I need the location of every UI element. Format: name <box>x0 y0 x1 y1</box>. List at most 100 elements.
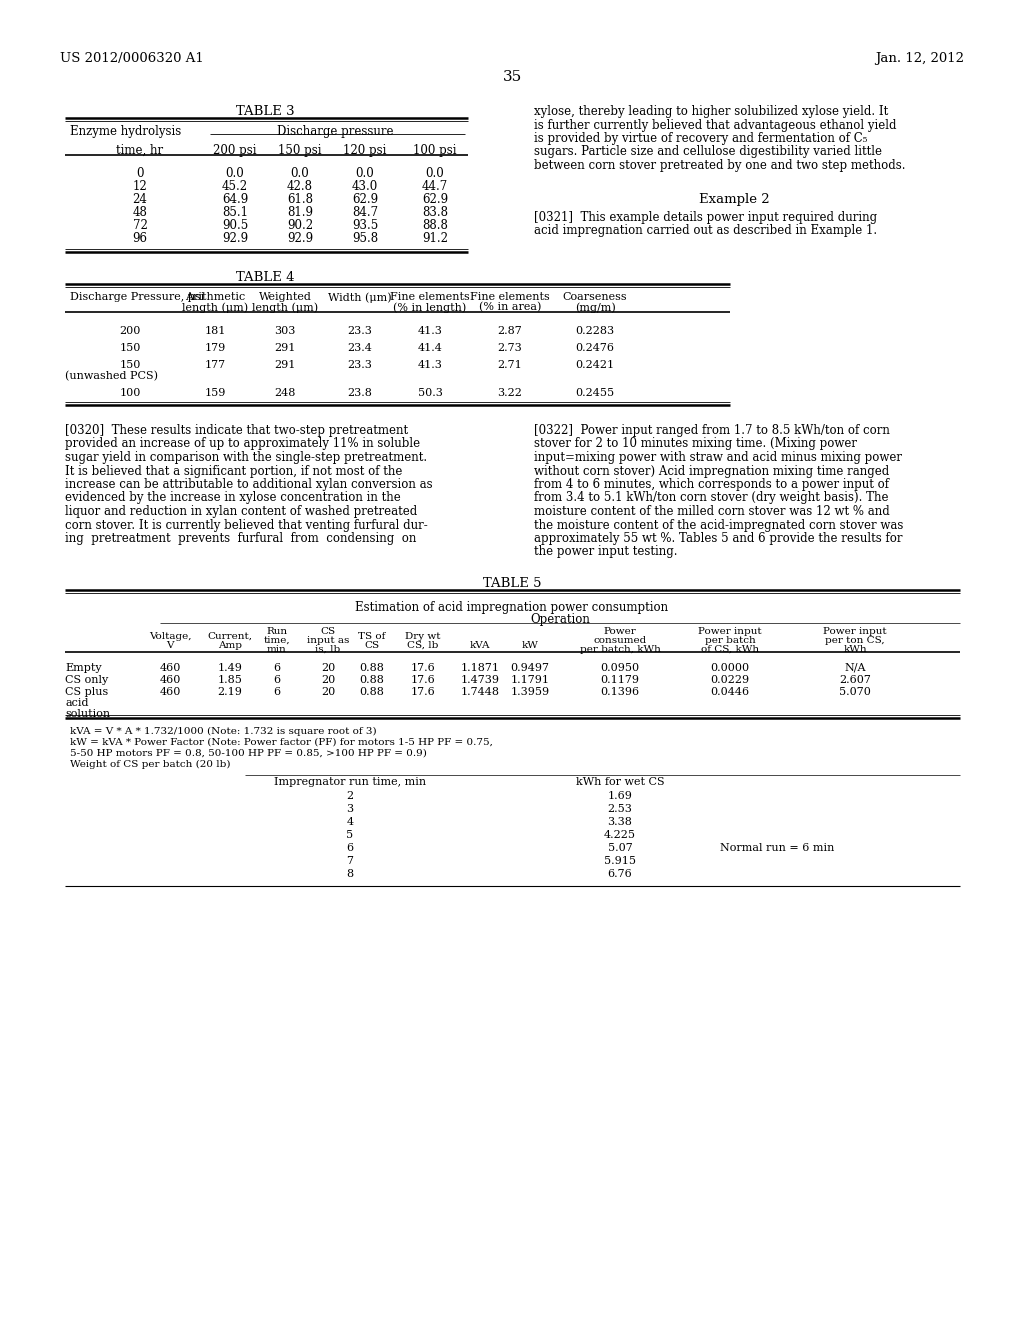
Text: Estimation of acid impregnation power consumption: Estimation of acid impregnation power co… <box>355 601 669 614</box>
Text: 100: 100 <box>120 388 140 399</box>
Text: input=mixing power with straw and acid minus mixing power: input=mixing power with straw and acid m… <box>534 451 902 465</box>
Text: CS, lb: CS, lb <box>408 642 438 649</box>
Text: 17.6: 17.6 <box>411 675 435 685</box>
Text: 12: 12 <box>133 180 147 193</box>
Text: 41.3: 41.3 <box>418 326 442 337</box>
Text: input as: input as <box>307 636 349 645</box>
Text: 1.4739: 1.4739 <box>461 675 500 685</box>
Text: 2.73: 2.73 <box>498 343 522 352</box>
Text: 81.9: 81.9 <box>287 206 313 219</box>
Text: 0: 0 <box>136 168 143 180</box>
Text: 291: 291 <box>274 343 296 352</box>
Text: 41.3: 41.3 <box>418 360 442 370</box>
Text: Power: Power <box>603 627 636 636</box>
Text: CS only: CS only <box>65 675 109 685</box>
Text: 3.38: 3.38 <box>607 817 633 828</box>
Text: sugars. Particle size and cellulose digestibility varied little: sugars. Particle size and cellulose dige… <box>534 145 882 158</box>
Text: 6: 6 <box>346 843 353 853</box>
Text: TS of: TS of <box>358 632 386 642</box>
Text: per batch: per batch <box>705 636 756 645</box>
Text: 84.7: 84.7 <box>352 206 378 219</box>
Text: 0.0229: 0.0229 <box>711 675 750 685</box>
Text: 41.4: 41.4 <box>418 343 442 352</box>
Text: 17.6: 17.6 <box>411 663 435 673</box>
Text: per batch, kWh: per batch, kWh <box>580 645 660 653</box>
Text: Normal run = 6 min: Normal run = 6 min <box>720 843 835 853</box>
Text: acid impregnation carried out as described in Example 1.: acid impregnation carried out as describ… <box>534 224 878 238</box>
Text: 4.225: 4.225 <box>604 830 636 840</box>
Text: 120 psi: 120 psi <box>343 144 387 157</box>
Text: Discharge pressure: Discharge pressure <box>276 125 393 139</box>
Text: 72: 72 <box>132 219 147 232</box>
Text: solution: solution <box>65 709 111 719</box>
Text: 1.69: 1.69 <box>607 791 633 801</box>
Text: 1.85: 1.85 <box>217 675 243 685</box>
Text: Weight of CS per batch (20 lb): Weight of CS per batch (20 lb) <box>70 760 230 770</box>
Text: is provided by virtue of recovery and fermentation of C₅: is provided by virtue of recovery and fe… <box>534 132 867 145</box>
Text: Current,: Current, <box>208 632 253 642</box>
Text: 2: 2 <box>346 791 353 801</box>
Text: 200: 200 <box>120 326 140 337</box>
Text: Dry wt: Dry wt <box>406 632 440 642</box>
Text: CS: CS <box>365 642 380 649</box>
Text: without corn stover) Acid impregnation mixing time ranged: without corn stover) Acid impregnation m… <box>534 465 889 478</box>
Text: 3.22: 3.22 <box>498 388 522 399</box>
Text: 44.7: 44.7 <box>422 180 449 193</box>
Text: Example 2: Example 2 <box>698 193 769 206</box>
Text: 5.070: 5.070 <box>839 686 871 697</box>
Text: 43.0: 43.0 <box>352 180 378 193</box>
Text: TABLE 3: TABLE 3 <box>236 106 294 117</box>
Text: the moisture content of the acid-impregnated corn stover was: the moisture content of the acid-impregn… <box>534 519 903 532</box>
Text: between corn stover pretreated by one and two step methods.: between corn stover pretreated by one an… <box>534 158 905 172</box>
Text: length (μm): length (μm) <box>182 302 248 313</box>
Text: 6.76: 6.76 <box>607 869 633 879</box>
Text: [0321]  This example details power input required during: [0321] This example details power input … <box>534 210 878 223</box>
Text: acid: acid <box>65 698 88 708</box>
Text: Voltage,: Voltage, <box>148 632 191 642</box>
Text: kVA: kVA <box>470 642 490 649</box>
Text: 90.5: 90.5 <box>222 219 248 232</box>
Text: 7: 7 <box>346 855 353 866</box>
Text: 291: 291 <box>274 360 296 370</box>
Text: 0.2283: 0.2283 <box>575 326 614 337</box>
Text: 460: 460 <box>160 663 180 673</box>
Text: 100 psi: 100 psi <box>414 144 457 157</box>
Text: 200 psi: 200 psi <box>213 144 257 157</box>
Text: TABLE 5: TABLE 5 <box>482 577 542 590</box>
Text: 177: 177 <box>205 360 225 370</box>
Text: corn stover. It is currently believed that venting furfural dur-: corn stover. It is currently believed th… <box>65 519 428 532</box>
Text: 20: 20 <box>321 686 335 697</box>
Text: 42.8: 42.8 <box>287 180 313 193</box>
Text: 8: 8 <box>346 869 353 879</box>
Text: increase can be attributable to additional xylan conversion as: increase can be attributable to addition… <box>65 478 432 491</box>
Text: 2.19: 2.19 <box>217 686 243 697</box>
Text: (mg/m): (mg/m) <box>574 302 615 313</box>
Text: 96: 96 <box>132 232 147 246</box>
Text: 5-50 HP motors PF = 0.8, 50-100 HP PF = 0.85, >100 HP PF = 0.9): 5-50 HP motors PF = 0.8, 50-100 HP PF = … <box>70 748 427 758</box>
Text: the power input testing.: the power input testing. <box>534 545 678 558</box>
Text: (% in length): (% in length) <box>393 302 467 313</box>
Text: 45.2: 45.2 <box>222 180 248 193</box>
Text: TABLE 4: TABLE 4 <box>236 271 294 284</box>
Text: 48: 48 <box>132 206 147 219</box>
Text: 1.7448: 1.7448 <box>461 686 500 697</box>
Text: Amp: Amp <box>218 642 242 649</box>
Text: 303: 303 <box>274 326 296 337</box>
Text: min: min <box>267 645 287 653</box>
Text: Fine elements: Fine elements <box>470 292 550 302</box>
Text: 460: 460 <box>160 675 180 685</box>
Text: 50.3: 50.3 <box>418 388 442 399</box>
Text: 0.0446: 0.0446 <box>711 686 750 697</box>
Text: per ton CS,: per ton CS, <box>825 636 885 645</box>
Text: 0.0: 0.0 <box>426 168 444 180</box>
Text: 17.6: 17.6 <box>411 686 435 697</box>
Text: 6: 6 <box>273 663 281 673</box>
Text: evidenced by the increase in xylose concentration in the: evidenced by the increase in xylose conc… <box>65 491 400 504</box>
Text: US 2012/0006320 A1: US 2012/0006320 A1 <box>60 51 204 65</box>
Text: 0.88: 0.88 <box>359 663 384 673</box>
Text: Coarseness: Coarseness <box>562 292 628 302</box>
Text: moisture content of the milled corn stover was 12 wt % and: moisture content of the milled corn stov… <box>534 506 890 517</box>
Text: 20: 20 <box>321 663 335 673</box>
Text: 0.1396: 0.1396 <box>600 686 640 697</box>
Text: 248: 248 <box>274 388 296 399</box>
